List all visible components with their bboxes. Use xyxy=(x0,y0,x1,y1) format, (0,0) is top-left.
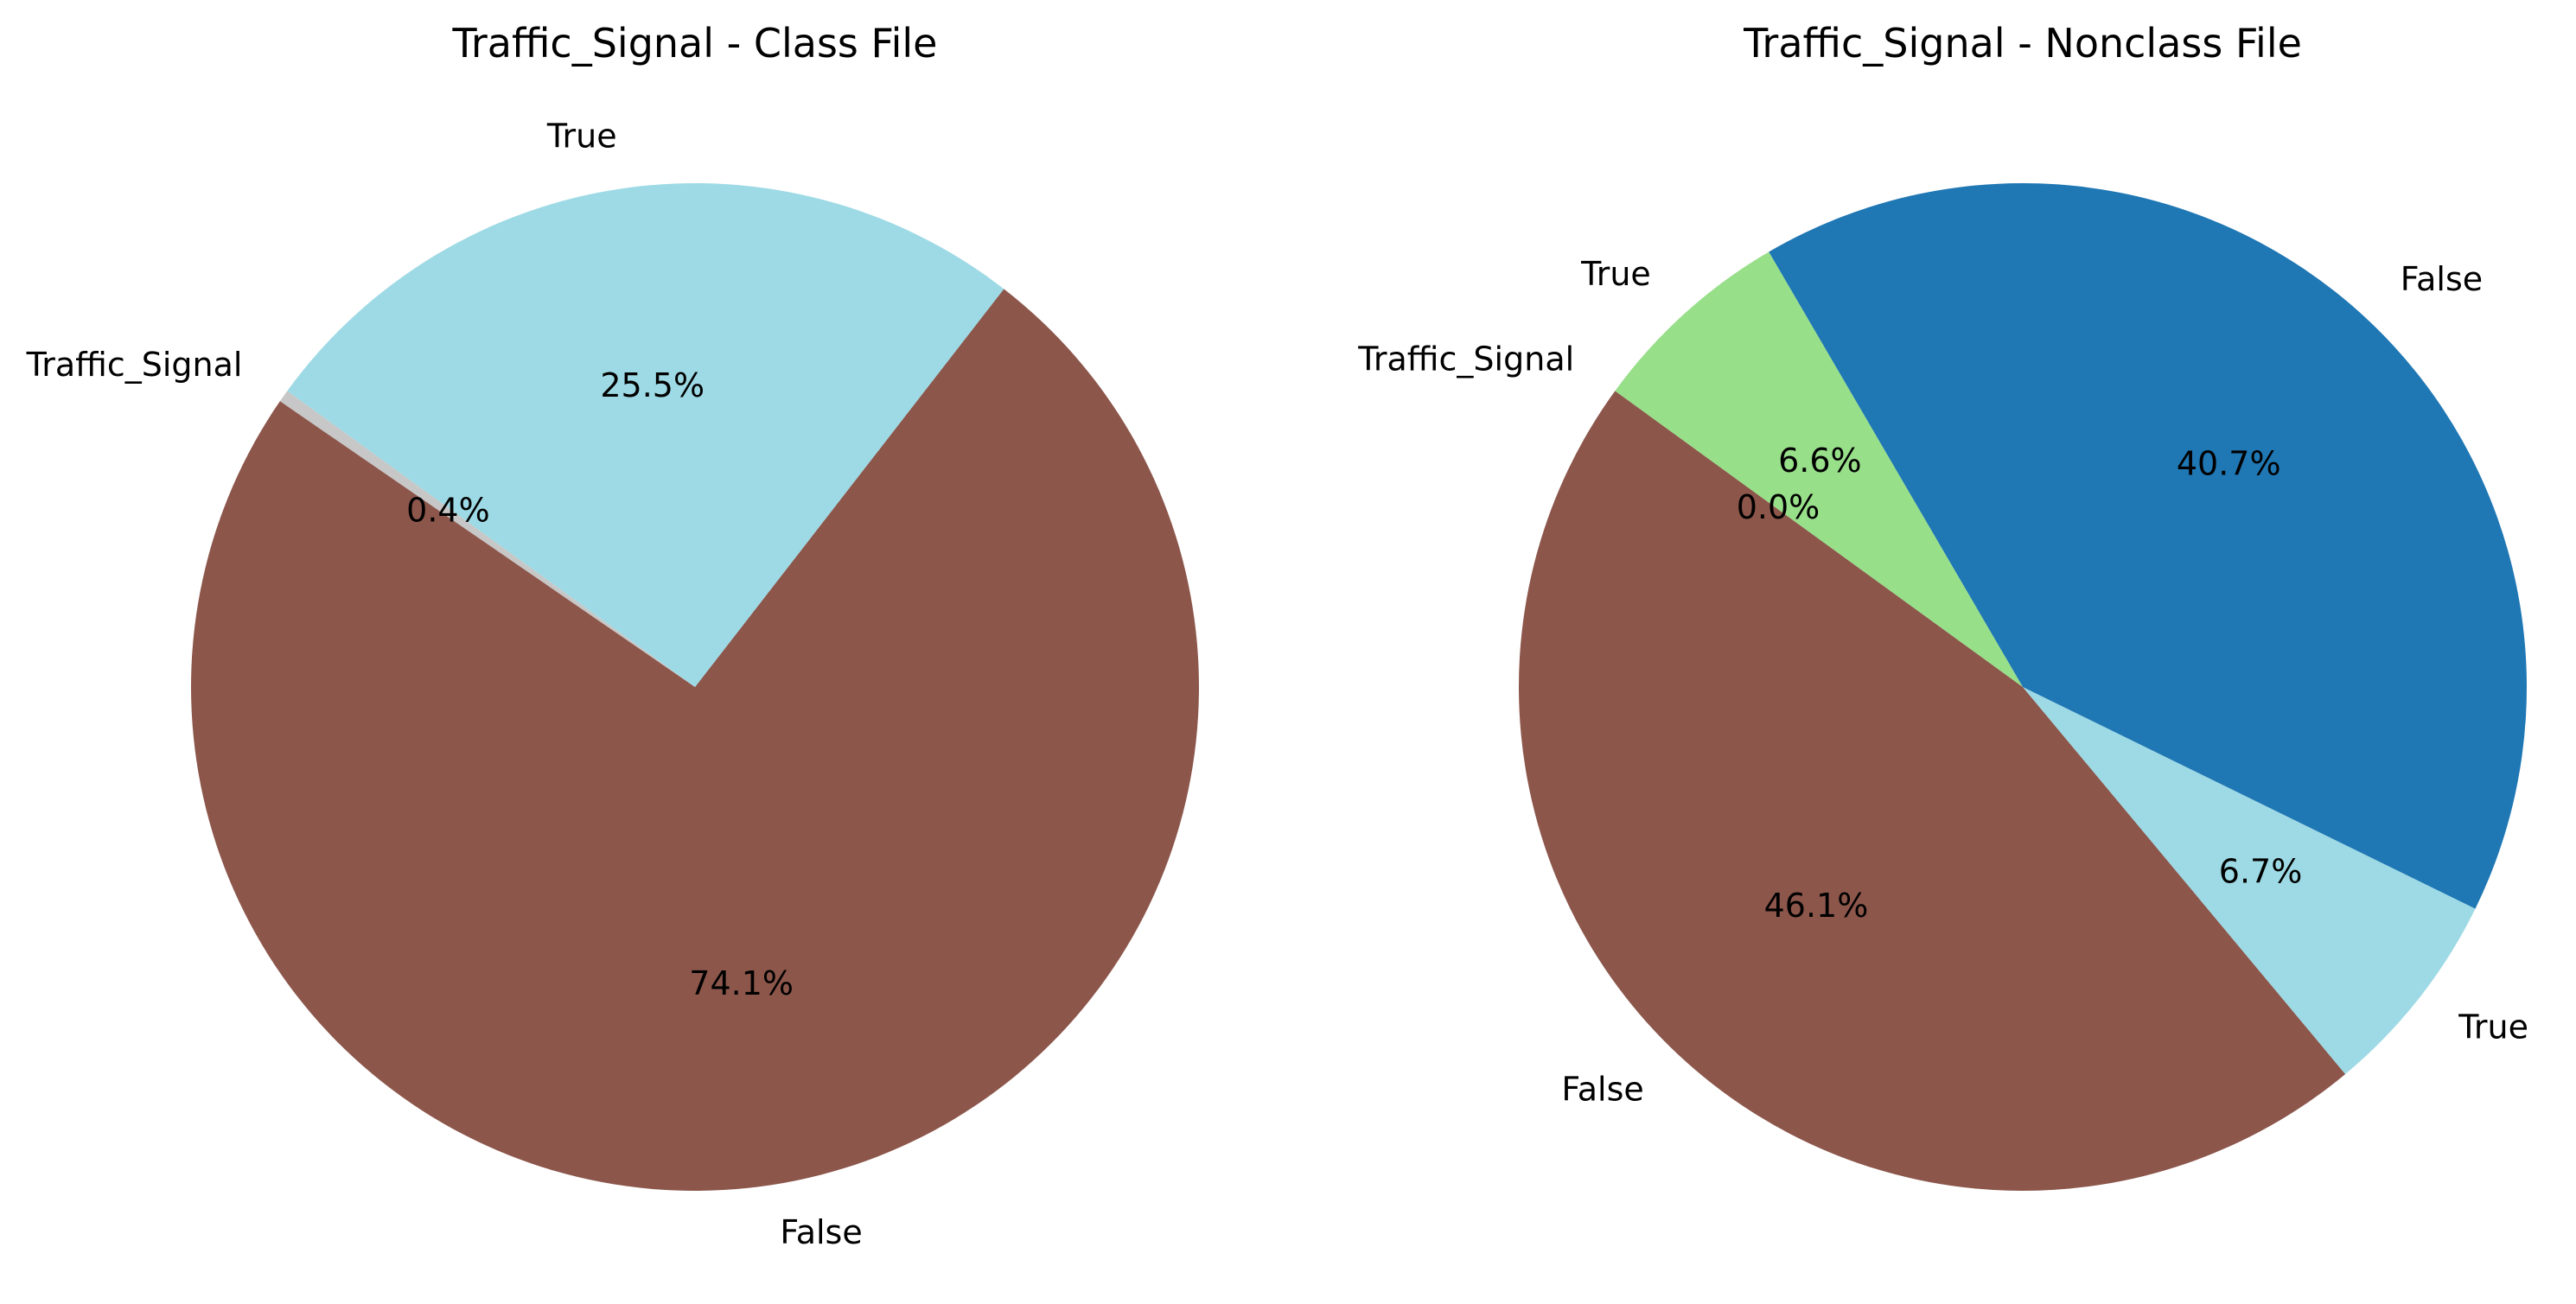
pie-slice xyxy=(1769,182,2528,909)
pie-chart-nonclass-file: Traffic_Signal - Nonclass File Traffic_S… xyxy=(1357,20,2528,1192)
slice-label: False xyxy=(2401,260,2483,298)
slice-label: True xyxy=(1580,255,1651,293)
slice-label: Traffic_Signal xyxy=(26,346,243,384)
slices xyxy=(1518,182,2528,1192)
percent-label: 0.0% xyxy=(1737,488,1820,526)
percent-label: 46.1% xyxy=(1764,887,1869,925)
slice-label: True xyxy=(546,118,617,156)
labels: Traffic_Signal 0.4% False 74.1% True 25.5% xyxy=(26,118,863,1252)
chart-title: Traffic_Signal - Class File xyxy=(452,20,938,67)
pie-slice xyxy=(2023,687,2476,1074)
pie-slice xyxy=(190,289,1199,1191)
pie-slice xyxy=(1615,251,2023,687)
percent-label: 74.1% xyxy=(689,964,794,1002)
percent-label: 6.6% xyxy=(1778,442,1862,480)
percent-label: 0.4% xyxy=(406,491,490,529)
labels: Traffic_Signal 0.0% False 46.1% True 6.7% Fals… xyxy=(1357,255,2528,1109)
percent-label: 25.5% xyxy=(600,366,705,404)
slice-label: True xyxy=(2458,1008,2528,1046)
slice-label: False xyxy=(780,1213,862,1251)
pie-chart-class-file: Traffic_Signal - Class File Traffic_Sign… xyxy=(26,20,1199,1251)
chart-title: Traffic_Signal - Nonclass File xyxy=(1743,20,2302,67)
pie-slice xyxy=(279,391,695,687)
slices xyxy=(190,182,1199,1191)
pie-slice xyxy=(1518,391,2346,1192)
slice-label: Traffic_Signal xyxy=(1357,340,1574,378)
percent-label: 40.7% xyxy=(2177,444,2281,482)
pie-slice xyxy=(287,182,1004,687)
percent-label: 6.7% xyxy=(2219,853,2303,891)
slice-label: False xyxy=(1561,1071,1643,1109)
